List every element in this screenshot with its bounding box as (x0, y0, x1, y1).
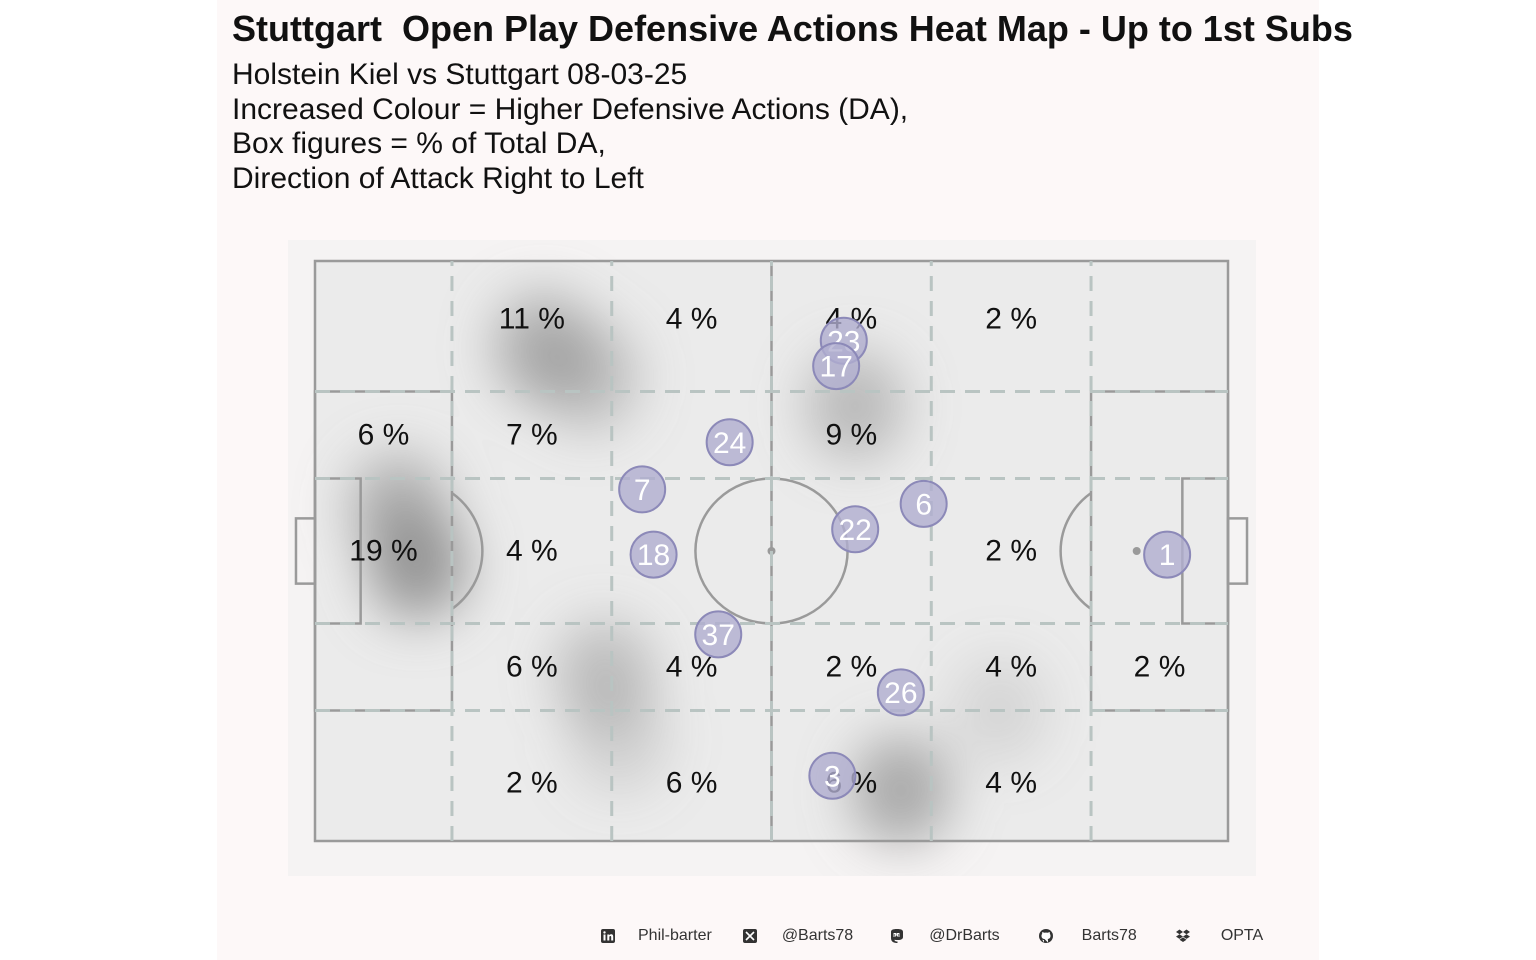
github-icon[interactable] (1038, 928, 1054, 944)
zone-label-13: 4 % (985, 651, 1037, 684)
zone-label-7: 19 % (349, 535, 417, 568)
penalty-arc-left (451, 491, 484, 611)
player-number: 6 (915, 488, 932, 521)
density-layer (349, 293, 1050, 845)
player-number: 22 (839, 514, 872, 547)
player-marker (618, 465, 667, 514)
zone-label-18: 4 % (985, 767, 1037, 800)
player-number: 1 (1159, 539, 1176, 572)
zone-label-6: 9 % (826, 419, 878, 452)
mastodon-icon[interactable] (889, 928, 905, 944)
zone-label-0: 11 % (499, 303, 565, 336)
dropbox-icon[interactable] (1175, 928, 1191, 944)
goal-right (1226, 517, 1249, 585)
zone-label-4: 6 % (358, 419, 410, 452)
player-number: 24 (713, 427, 746, 460)
player-number: 18 (637, 539, 670, 572)
player-1: 1 (1143, 530, 1192, 579)
player-22: 22 (831, 505, 880, 554)
penalty-spot-left (402, 547, 411, 555)
x-handle[interactable]: @Barts78 (781, 927, 854, 944)
player-number: 26 (884, 677, 917, 710)
linkedin-icon[interactable] (600, 928, 616, 944)
player-7: 7 (618, 465, 667, 514)
github-handle[interactable]: Barts78 (1081, 927, 1137, 944)
player-marker (705, 418, 754, 467)
player-26: 26 (876, 668, 925, 717)
player-17: 17 (812, 342, 861, 391)
player-marker (812, 342, 861, 391)
player-number: 17 (819, 351, 852, 384)
data-source: OPTA (1220, 927, 1264, 944)
density-peak-1 (349, 453, 449, 562)
zone-label-3: 2 % (985, 303, 1037, 336)
x-icon[interactable] (742, 928, 758, 944)
chart-title: Stuttgart Open Play Defensive Actions He… (232, 8, 1353, 49)
penalty-arc-right (1059, 491, 1092, 611)
player-number: 37 (702, 619, 735, 652)
zone-label-14: 2 % (1134, 651, 1186, 684)
player-number: 7 (634, 474, 651, 507)
zone-grid (315, 261, 1228, 841)
player-marker (1143, 530, 1192, 579)
zone-label-9: 2 % (985, 535, 1037, 568)
goal-left (294, 517, 317, 585)
player-6: 6 (899, 479, 948, 528)
linkedin-handle[interactable]: Phil-barter (638, 927, 712, 944)
zone-label-15: 2 % (506, 767, 558, 800)
player-24: 24 (705, 418, 754, 467)
player-18: 18 (629, 530, 678, 579)
density-peak-5 (569, 685, 669, 794)
player-marker (808, 751, 857, 800)
footer: Phil-barter @Barts78 @DrBarts Barts78 OP… (600, 924, 1263, 948)
player-37: 37 (694, 610, 743, 659)
player-marker (629, 530, 678, 579)
player-marker (899, 479, 948, 528)
zone-label-10: 6 % (506, 651, 558, 684)
penalty-spot-right (1132, 547, 1141, 555)
subtitle-line-direction: Direction of Attack Right to Left (232, 162, 644, 195)
player-number: 3 (824, 760, 841, 793)
density-peak-3 (539, 322, 639, 432)
subtitle-line-box-key: Box figures = % of Total DA, (232, 127, 606, 160)
player-marker (876, 668, 925, 717)
zone-labels: 11 % 4 % 4 % 2 % 6 % 7 % 9 % 19 % 4 % 2 % 6 % 4 % 2 … (349, 303, 1185, 800)
subtitle-line-colour-key: Increased Colour = Higher Defensive Acti… (232, 93, 909, 126)
density-peak-7 (851, 735, 951, 845)
zone-label-12: 2 % (826, 651, 878, 684)
zone-label-1: 4 % (666, 303, 718, 336)
player-marker (831, 505, 880, 554)
subtitle-line-match: Holstein Kiel vs Stuttgart 08-03-25 (232, 58, 688, 91)
zone-label-16: 6 % (666, 767, 718, 800)
zone-label-5: 7 % (506, 419, 558, 452)
zone-label-8: 4 % (506, 535, 558, 568)
player-marker (694, 610, 743, 659)
mastodon-handle[interactable]: @DrBarts (929, 927, 1000, 944)
player-3: 3 (808, 751, 857, 800)
